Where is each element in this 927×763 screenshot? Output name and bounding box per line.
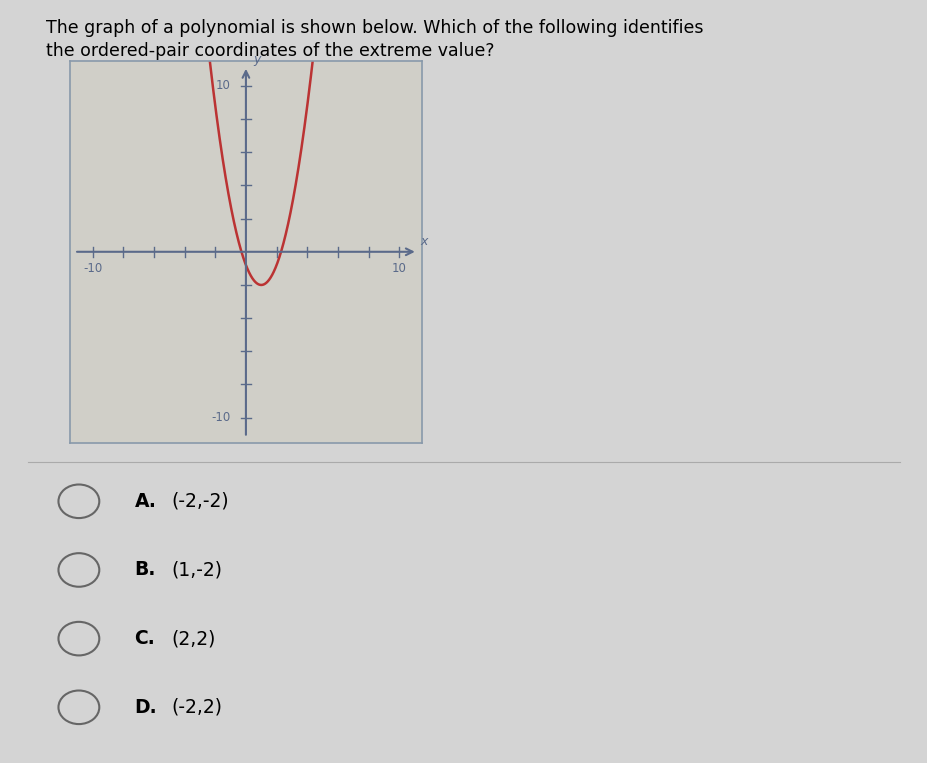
Text: -10: -10 bbox=[83, 262, 102, 275]
Text: A.: A. bbox=[134, 492, 157, 510]
Text: the ordered-pair coordinates of the extreme value?: the ordered-pair coordinates of the extr… bbox=[46, 42, 494, 60]
Text: x: x bbox=[420, 235, 427, 248]
Text: 10: 10 bbox=[391, 262, 406, 275]
Text: (-2,2): (-2,2) bbox=[171, 698, 222, 716]
Text: D.: D. bbox=[134, 698, 157, 716]
Text: (-2,-2): (-2,-2) bbox=[171, 492, 229, 510]
Text: 10: 10 bbox=[215, 79, 230, 92]
Text: (2,2): (2,2) bbox=[171, 629, 216, 648]
Text: (1,-2): (1,-2) bbox=[171, 561, 222, 579]
Text: B.: B. bbox=[134, 561, 156, 579]
Text: -10: -10 bbox=[211, 411, 230, 424]
Text: C.: C. bbox=[134, 629, 155, 648]
Text: The graph of a polynomial is shown below. Which of the following identifies: The graph of a polynomial is shown below… bbox=[46, 19, 704, 37]
Text: y: y bbox=[253, 53, 260, 66]
